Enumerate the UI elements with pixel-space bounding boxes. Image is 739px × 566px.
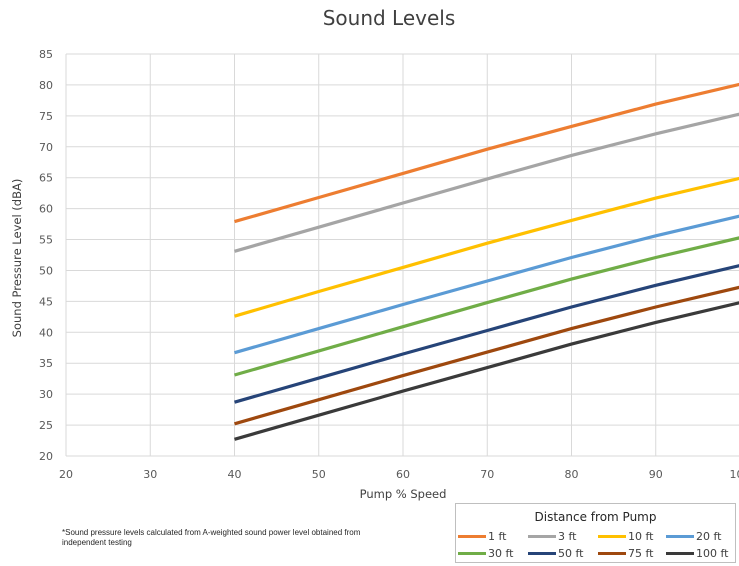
y-tick-label: 45 bbox=[39, 295, 53, 308]
legend-label: 50 ft bbox=[558, 546, 584, 560]
legend-item: 75 ft bbox=[598, 546, 654, 560]
grid bbox=[65, 53, 739, 457]
series-line-75ft bbox=[234, 285, 739, 426]
y-tick-label: 75 bbox=[39, 110, 53, 123]
x-tick-labels: 20 30 40 50 60 70 80 90 100 bbox=[59, 468, 739, 481]
y-tick-label: 80 bbox=[39, 79, 53, 92]
legend-item: 50 ft bbox=[528, 546, 584, 560]
y-tick-label: 65 bbox=[39, 172, 53, 185]
y-tick-labels: 20 25 30 35 40 45 50 55 60 65 70 75 80 85 bbox=[39, 48, 53, 463]
y-tick-label: 25 bbox=[39, 419, 53, 432]
series-line-1ft bbox=[234, 82, 739, 224]
legend-item: 10 ft bbox=[598, 529, 654, 543]
series-lines bbox=[234, 82, 739, 441]
y-tick-label: 55 bbox=[39, 234, 53, 247]
y-tick-label: 30 bbox=[39, 388, 53, 401]
y-axis-title: Sound Pressure Level (dBA) bbox=[10, 179, 24, 338]
legend-label: 3 ft bbox=[558, 529, 577, 543]
legend-swatch bbox=[598, 551, 626, 555]
legend-item: 3 ft bbox=[528, 529, 577, 543]
x-tick-label: 80 bbox=[565, 468, 579, 481]
legend-swatch bbox=[458, 551, 486, 555]
legend-item: 1 ft bbox=[458, 529, 507, 543]
legend-item: 20 ft bbox=[666, 529, 722, 543]
y-tick-label: 60 bbox=[39, 203, 53, 216]
x-tick-label: 30 bbox=[143, 468, 157, 481]
legend-swatch bbox=[666, 534, 694, 538]
legend-swatch bbox=[528, 551, 556, 555]
y-tick-label: 20 bbox=[39, 450, 53, 463]
series-line-3ft bbox=[234, 112, 739, 253]
x-tick-label: 50 bbox=[312, 468, 326, 481]
legend-item: 30 ft bbox=[458, 546, 514, 560]
legend-label: 100 ft bbox=[696, 546, 729, 560]
x-tick-label: 100 bbox=[730, 468, 739, 481]
footnote: *Sound pressure levels calculated from A… bbox=[62, 528, 361, 547]
legend-swatch bbox=[458, 534, 486, 538]
x-tick-label: 60 bbox=[396, 468, 410, 481]
legend-title: Distance from Pump bbox=[534, 510, 657, 524]
y-tick-label: 70 bbox=[39, 141, 53, 154]
legend-swatch bbox=[598, 534, 626, 538]
y-tick-label: 85 bbox=[39, 48, 53, 61]
series-line-10ft bbox=[234, 176, 739, 318]
series-line-20ft bbox=[234, 214, 739, 355]
legend-swatch bbox=[666, 551, 694, 555]
series-line-50ft bbox=[234, 264, 739, 404]
legend: Distance from Pump 1 ft 3 ft 10 ft 20 ft 30 … bbox=[455, 503, 736, 563]
legend-label: 20 ft bbox=[696, 529, 722, 543]
legend-label: 30 ft bbox=[488, 546, 514, 560]
x-tick-label: 90 bbox=[649, 468, 663, 481]
legend-label: 1 ft bbox=[488, 529, 507, 543]
x-tick-label: 20 bbox=[59, 468, 73, 481]
chart-title: Sound Levels bbox=[323, 6, 456, 30]
legend-item: 100 ft bbox=[666, 546, 728, 560]
x-tick-label: 70 bbox=[480, 468, 494, 481]
legend-label: 10 ft bbox=[628, 529, 654, 543]
x-tick-label: 40 bbox=[228, 468, 242, 481]
y-tick-label: 50 bbox=[39, 264, 53, 277]
legend-label: 75 ft bbox=[628, 546, 654, 560]
y-tick-label: 40 bbox=[39, 326, 53, 339]
series-line-100ft bbox=[234, 301, 739, 441]
x-axis-title: Pump % Speed bbox=[360, 487, 447, 501]
y-tick-label: 35 bbox=[39, 357, 53, 370]
series-line-30ft bbox=[234, 236, 739, 377]
legend-swatch bbox=[528, 534, 556, 538]
